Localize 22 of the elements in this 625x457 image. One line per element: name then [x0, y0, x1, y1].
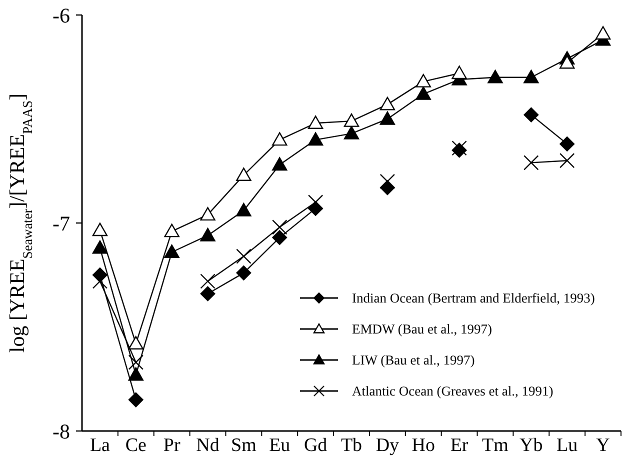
- x-tick-label: Tm: [482, 435, 509, 456]
- x-tick-label: Dy: [376, 435, 400, 456]
- legend-label: Atlantic Ocean (Greaves et al., 1991): [352, 384, 554, 399]
- x-tick-label: La: [90, 435, 111, 456]
- legend-label: EMDW (Bau et al., 1997): [352, 322, 492, 337]
- legend-label: LIW (Bau et al., 1997): [352, 352, 475, 368]
- x-tick-label: Pr: [163, 435, 181, 456]
- x-tick-label: Y: [596, 435, 610, 456]
- x-tick-label: Sm: [231, 435, 257, 456]
- x-tick-label: Er: [450, 435, 469, 456]
- y-tick-label: -8: [52, 419, 70, 444]
- x-tick-label: Nd: [196, 435, 220, 456]
- x-tick-label: Ce: [125, 435, 146, 456]
- x-tick-label: Gd: [304, 435, 328, 456]
- x-tick-label: Ho: [412, 435, 435, 456]
- legend-label: Indian Ocean (Bertram and Elderfield, 1993): [352, 290, 595, 306]
- y-tick-label: -6: [52, 3, 70, 28]
- x-tick-label: Eu: [269, 435, 291, 456]
- x-tick-label: Lu: [556, 435, 578, 456]
- x-tick-label: Tb: [340, 435, 362, 456]
- x-tick-label: Yb: [520, 435, 543, 456]
- y-tick-label: -7: [52, 211, 70, 236]
